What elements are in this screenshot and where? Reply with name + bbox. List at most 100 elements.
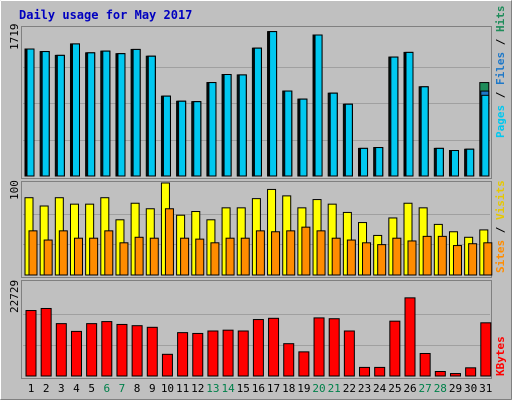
kbytes-bar: [222, 329, 234, 377]
day-label: 10: [161, 382, 174, 395]
pages-bar: [178, 100, 187, 177]
sites-bar: [104, 230, 114, 276]
day-label: 13: [206, 382, 219, 395]
pages-bar: [375, 147, 384, 177]
panel-bottom-frame: [21, 280, 492, 379]
pages-bar: [405, 51, 414, 177]
day-labels: 1 2 3 4 5 6 7 8 9 10 11 12 13 14 15 16 17 18 19 20 21 22 23 24 2…: [28, 382, 493, 395]
sites-bar: [134, 236, 144, 276]
legend-pages: Pages: [494, 105, 507, 138]
bars: [24, 31, 493, 377]
day-label: 2: [43, 382, 50, 395]
sites-bar: [210, 242, 220, 276]
pages-bar: [481, 94, 490, 177]
pages-bar: [420, 86, 429, 177]
pages-bar: [102, 50, 111, 177]
day-label: 16: [252, 382, 265, 395]
kbytes-bar: [328, 318, 340, 377]
day-label: 26: [403, 382, 416, 395]
legend-bottom: KBytes: [494, 336, 507, 376]
kbytes-bar: [313, 317, 325, 377]
legend-separator: /: [494, 85, 507, 105]
day-label: 21: [328, 382, 341, 395]
pages-bar: [132, 48, 141, 177]
sites-bar: [483, 242, 493, 276]
day-label: 12: [191, 382, 204, 395]
kbytes-bar: [404, 297, 416, 377]
kbytes-bar: [131, 325, 143, 377]
kbytes-bar: [359, 366, 371, 377]
pages-bar: [147, 55, 156, 177]
sites-bar: [452, 245, 462, 276]
day-label: 1: [28, 382, 35, 395]
day-label: 23: [358, 382, 371, 395]
pages-bar: [71, 43, 80, 177]
panel-top-max-label: 1719: [8, 24, 21, 51]
pages-bar: [238, 74, 247, 177]
kbytes-bar: [25, 310, 37, 377]
day-label: 6: [103, 382, 110, 395]
day-label: 11: [176, 382, 189, 395]
day-label: 22: [343, 382, 356, 395]
day-label: 14: [221, 382, 235, 395]
day-label: 17: [267, 382, 280, 395]
pages-bar: [26, 48, 35, 177]
kbytes-bar: [101, 321, 113, 377]
sites-bar: [422, 235, 432, 276]
pages-bar: [41, 51, 50, 177]
pages-bar: [162, 95, 171, 177]
sites-bar: [392, 237, 402, 276]
legend-middle: Sites / Visits: [494, 180, 507, 273]
chart-title: Daily usage for May 2017: [19, 8, 192, 22]
pages-bar: [223, 74, 232, 177]
pages-bar: [253, 47, 262, 177]
sites-bar: [28, 230, 38, 276]
pages-bar: [314, 34, 323, 177]
kbytes-bar: [192, 332, 204, 377]
sites-bar: [149, 237, 159, 276]
pages-bar: [466, 148, 475, 177]
kbytes-bar: [177, 332, 189, 377]
day-label: 20: [312, 382, 325, 395]
panel-top-frame: [21, 26, 492, 179]
kbytes-bar: [480, 322, 492, 377]
legend-kbytes: KBytes: [494, 336, 507, 376]
sites-bar: [346, 239, 356, 276]
pages-bar: [56, 54, 65, 177]
sites-bar: [316, 230, 326, 276]
sites-bar: [225, 237, 235, 276]
day-label: 18: [282, 382, 295, 395]
day-label: 27: [419, 382, 432, 395]
legend-sites: Sites: [494, 240, 507, 273]
kbytes-bar: [86, 323, 98, 377]
sites-bar: [180, 237, 190, 276]
sites-bar: [255, 230, 265, 276]
sites-bar: [240, 237, 250, 276]
pages-bar: [269, 31, 278, 177]
legend-visits: Visits: [494, 180, 507, 220]
kbytes-bar: [298, 351, 310, 377]
sites-bar: [362, 242, 372, 276]
pages-bar: [360, 147, 369, 177]
day-label: 29: [449, 382, 462, 395]
pages-bar: [390, 56, 399, 177]
kbytes-bar: [146, 326, 158, 377]
pages-bar: [435, 147, 444, 177]
kbytes-bar: [55, 323, 67, 377]
sites-bar: [89, 237, 99, 276]
day-label: 7: [119, 382, 126, 395]
kbytes-bar: [389, 320, 401, 377]
pages-bar: [299, 98, 308, 177]
day-label: 9: [149, 382, 156, 395]
kbytes-bar: [343, 330, 355, 377]
kbytes-bar: [419, 352, 431, 377]
kbytes-bar: [116, 323, 128, 377]
pages-bar: [193, 101, 202, 177]
kbytes-bar: [268, 317, 280, 377]
day-label: 4: [73, 382, 80, 395]
legend-separator: /: [494, 32, 507, 52]
legend-files: Files: [494, 52, 507, 85]
panel-middle-frame: [21, 181, 492, 278]
sites-bar: [119, 242, 129, 276]
